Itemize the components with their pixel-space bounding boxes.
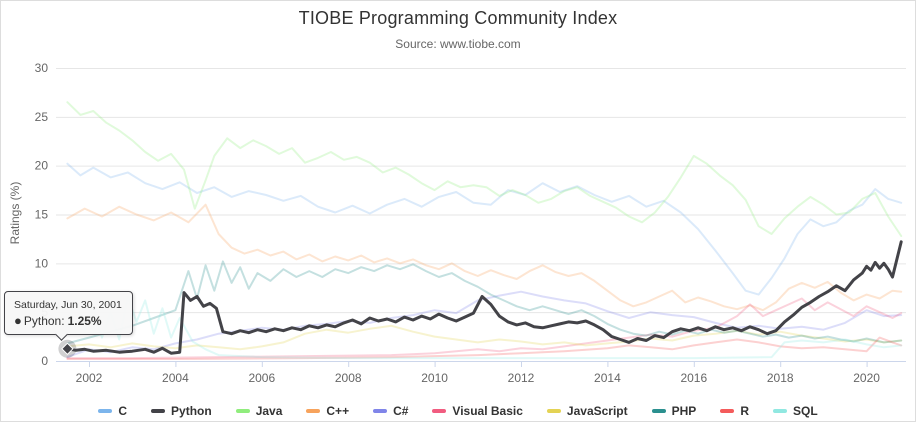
series-line-java[interactable] — [66, 101, 903, 237]
x-tick-label: 2020 — [853, 371, 880, 385]
y-tick-label: 15 — [35, 208, 49, 222]
legend-swatch-icon — [720, 409, 735, 413]
legend-label: JavaScript — [566, 404, 628, 418]
legend-item-sql[interactable]: SQL — [772, 404, 818, 418]
legend-swatch-icon — [235, 409, 250, 413]
legend-item-java[interactable]: Java — [235, 404, 283, 418]
x-tick-label: 2008 — [335, 371, 362, 385]
series-line-php[interactable] — [66, 260, 903, 345]
series-line-c[interactable] — [66, 162, 903, 296]
tooltip-value: 1.25% — [67, 314, 102, 328]
legend-item-javascript[interactable]: JavaScript — [546, 404, 628, 418]
x-tick-label: 2004 — [162, 371, 189, 385]
legend-swatch-icon — [432, 409, 447, 413]
x-tick-label: 2002 — [76, 371, 103, 385]
series-line-c-[interactable] — [66, 290, 903, 359]
y-tick-label: 20 — [35, 159, 49, 173]
selected-point-marker — [61, 342, 74, 355]
legend-label: Visual Basic — [452, 404, 523, 418]
legend-label: SQL — [792, 404, 818, 418]
x-tick-label: 2016 — [680, 371, 707, 385]
x-tick-label: 2010 — [421, 371, 448, 385]
legend-swatch-icon — [373, 409, 388, 413]
tooltip-series-row: ● Python: 1.25% — [14, 314, 122, 328]
legend-item-python[interactable]: Python — [151, 404, 212, 418]
legend-item-r[interactable]: R — [720, 404, 749, 418]
x-tick-label: 2014 — [594, 371, 621, 385]
y-tick-label: 10 — [35, 256, 49, 270]
legend-swatch-icon — [546, 409, 561, 413]
x-tick-label: 2006 — [248, 371, 275, 385]
legend-label: Java — [255, 404, 283, 418]
legend-swatch-icon — [151, 409, 166, 413]
legend-label: R — [740, 404, 749, 418]
series-bullet-icon: ● — [14, 313, 22, 328]
chart-subtitle: Source: www.tiobe.com — [395, 37, 521, 51]
legend-label: C — [118, 404, 128, 418]
series-line-c-[interactable] — [66, 203, 903, 312]
series-line-python[interactable] — [65, 240, 903, 355]
y-tick-label: 30 — [35, 61, 49, 75]
legend-item-c-[interactable]: C# — [373, 404, 408, 418]
x-tick-label: 2012 — [508, 371, 535, 385]
x-tick-label: 2018 — [767, 371, 794, 385]
tooltip-date: Saturday, Jun 30, 2001 — [14, 299, 122, 311]
legend-swatch-icon — [306, 409, 321, 413]
tooltip: Saturday, Jun 30, 2001 ● Python: 1.25% — [4, 291, 133, 335]
legend-item-php[interactable]: PHP — [651, 404, 697, 418]
chart-title: TIOBE Programming Community Index — [298, 8, 618, 28]
legend-swatch-icon — [772, 409, 787, 413]
legend-label: C# — [393, 404, 409, 418]
legend-item-c[interactable]: C — [98, 404, 127, 418]
legend-swatch-icon — [651, 409, 666, 413]
y-tick-label: 0 — [41, 354, 48, 368]
series-line-visual-basic[interactable] — [66, 297, 903, 360]
legend-swatch-icon — [98, 409, 113, 413]
legend-label: Python — [171, 404, 212, 418]
legend: C Python Java C++ C# Visual Basic JavaScript PH… — [1, 404, 915, 418]
y-tick-label: 25 — [35, 110, 49, 124]
legend-label: C++ — [326, 404, 350, 418]
tooltip-series-label: Python: — [23, 314, 65, 328]
legend-item-c-[interactable]: C++ — [306, 404, 349, 418]
legend-label: PHP — [671, 404, 697, 418]
legend-item-visual-basic[interactable]: Visual Basic — [432, 404, 523, 418]
series-line-r[interactable] — [66, 336, 903, 360]
